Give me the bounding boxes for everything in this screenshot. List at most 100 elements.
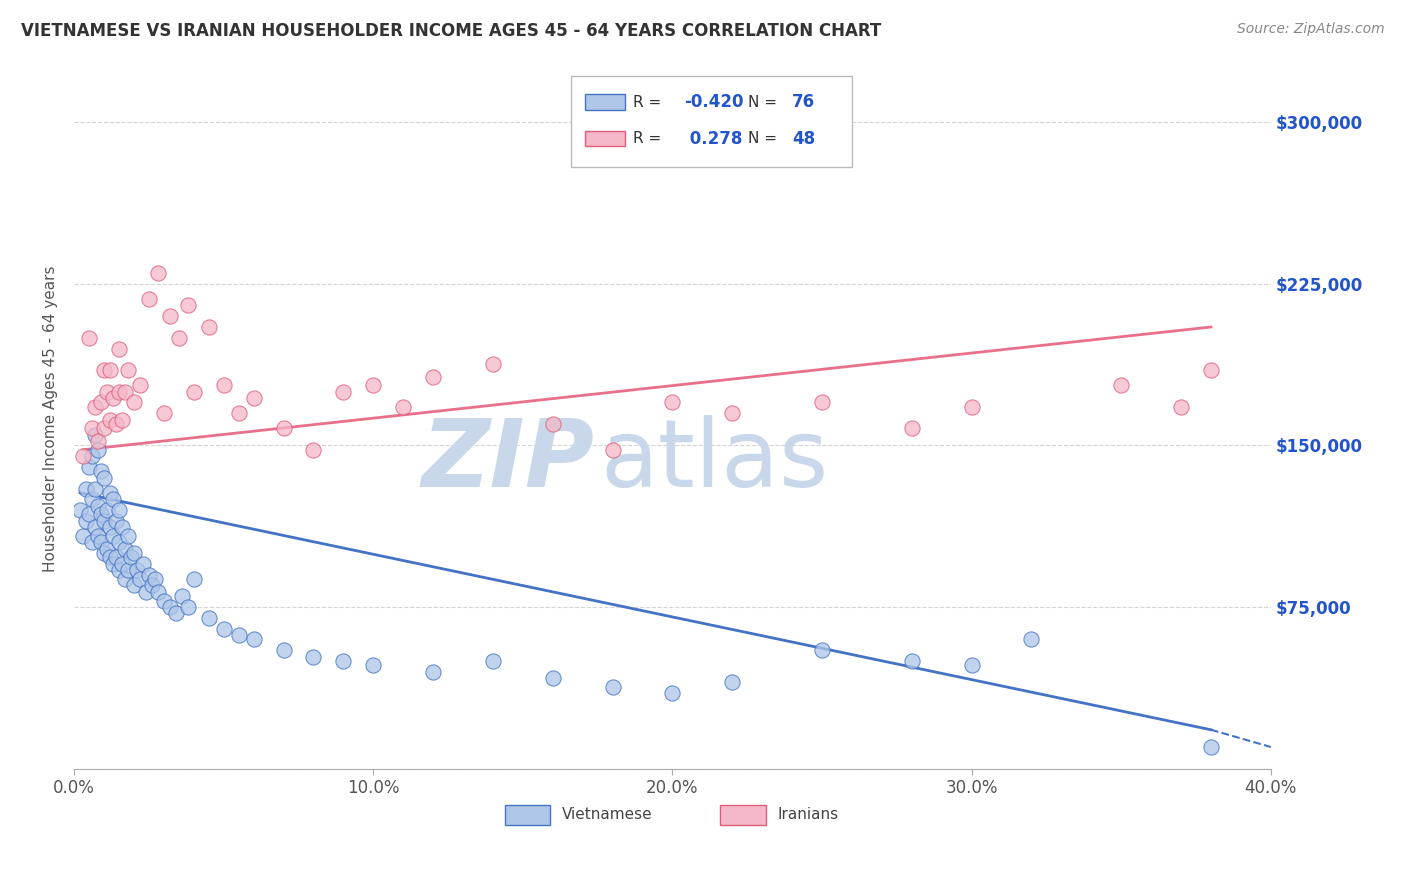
Point xyxy=(80,449,103,463)
Point xyxy=(90,395,112,409)
Point xyxy=(197,320,219,334)
Point xyxy=(242,391,264,405)
Point xyxy=(159,599,181,614)
Point xyxy=(146,266,169,280)
Point xyxy=(108,503,131,517)
Text: VIETNAMESE VS IRANIAN HOUSEHOLDER INCOME AGES 45 - 64 YEARS CORRELATION CHART: VIETNAMESE VS IRANIAN HOUSEHOLDER INCOME… xyxy=(21,22,882,40)
Point xyxy=(129,572,152,586)
Point xyxy=(84,400,107,414)
Point xyxy=(138,567,160,582)
Point xyxy=(117,363,139,377)
Point xyxy=(177,599,200,614)
Point xyxy=(361,658,384,673)
Point xyxy=(75,514,97,528)
Point xyxy=(101,492,124,507)
Point xyxy=(84,482,107,496)
Point xyxy=(661,686,683,700)
Point xyxy=(811,395,834,409)
Point xyxy=(98,550,121,565)
Point xyxy=(302,649,325,664)
Point xyxy=(108,535,131,549)
Point xyxy=(332,654,354,668)
Point xyxy=(302,442,325,457)
Point xyxy=(482,654,505,668)
Point xyxy=(75,482,97,496)
Point xyxy=(165,607,187,621)
Point xyxy=(111,412,134,426)
Point xyxy=(93,421,115,435)
Point xyxy=(98,520,121,534)
Point xyxy=(141,578,163,592)
Point xyxy=(108,563,131,577)
Point xyxy=(87,529,110,543)
Point xyxy=(541,671,564,685)
Point xyxy=(84,520,107,534)
Point xyxy=(87,434,110,449)
Point xyxy=(96,384,118,399)
Point xyxy=(125,563,148,577)
Text: N =: N = xyxy=(748,131,782,146)
Text: ZIP: ZIP xyxy=(422,415,595,507)
Point xyxy=(90,508,112,522)
Point xyxy=(183,572,205,586)
Bar xyxy=(585,95,624,110)
Point xyxy=(84,427,107,442)
Point xyxy=(422,665,444,679)
Text: Vietnamese: Vietnamese xyxy=(562,806,652,822)
Point xyxy=(72,449,94,463)
Point xyxy=(90,464,112,478)
Point xyxy=(146,585,169,599)
Point xyxy=(811,643,834,657)
Point xyxy=(98,412,121,426)
Point xyxy=(1021,632,1043,647)
Text: 48: 48 xyxy=(792,129,815,147)
Point xyxy=(132,557,155,571)
Point xyxy=(96,541,118,556)
Point xyxy=(77,508,100,522)
Text: atlas: atlas xyxy=(600,415,830,507)
FancyBboxPatch shape xyxy=(571,76,852,167)
Point xyxy=(101,557,124,571)
Point xyxy=(960,400,983,414)
Point xyxy=(422,369,444,384)
Point xyxy=(273,421,295,435)
Point xyxy=(96,503,118,517)
Point xyxy=(361,378,384,392)
Point xyxy=(104,514,127,528)
Point xyxy=(159,310,181,324)
Point xyxy=(108,384,131,399)
Point xyxy=(392,400,415,414)
Point xyxy=(135,585,157,599)
Point xyxy=(960,658,983,673)
Point xyxy=(1199,739,1222,754)
Text: N =: N = xyxy=(748,95,782,110)
Point xyxy=(138,292,160,306)
Text: 0.278: 0.278 xyxy=(685,129,742,147)
Point xyxy=(93,546,115,560)
Point xyxy=(153,406,176,420)
Point xyxy=(98,363,121,377)
Point xyxy=(108,342,131,356)
Point xyxy=(273,643,295,657)
Point xyxy=(80,535,103,549)
Point xyxy=(93,363,115,377)
Point xyxy=(602,442,624,457)
Point xyxy=(93,514,115,528)
Point xyxy=(117,529,139,543)
Point xyxy=(153,593,176,607)
Point xyxy=(332,384,354,399)
Point xyxy=(143,572,166,586)
Point xyxy=(87,499,110,513)
Point xyxy=(212,622,235,636)
Point xyxy=(228,628,250,642)
Point xyxy=(98,486,121,500)
Point xyxy=(80,421,103,435)
Point xyxy=(101,529,124,543)
Point xyxy=(900,654,922,668)
Point xyxy=(661,395,683,409)
Point xyxy=(228,406,250,420)
Point xyxy=(114,572,136,586)
Bar xyxy=(720,805,766,824)
Point xyxy=(721,675,744,690)
Point xyxy=(122,395,145,409)
